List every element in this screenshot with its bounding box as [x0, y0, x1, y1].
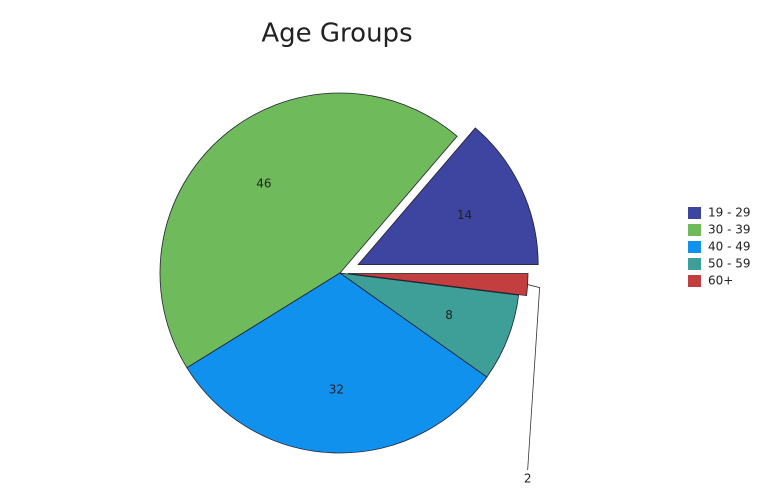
pie-slice [357, 127, 539, 266]
legend-swatch [688, 224, 701, 236]
legend-label: 30 - 39 [708, 223, 751, 237]
pie-slice [186, 272, 488, 454]
legend-label: 19 - 29 [708, 206, 751, 220]
legend-swatch [688, 258, 701, 270]
pie-slice [159, 92, 458, 369]
legend-swatch [688, 207, 701, 219]
legend-label: 50 - 59 [708, 257, 751, 271]
pie-slice [339, 272, 520, 378]
data-label: 46 [256, 177, 271, 191]
data-label: 8 [445, 308, 453, 322]
data-label: 14 [457, 208, 472, 222]
legend-swatch [688, 275, 701, 287]
legend-label: 40 - 49 [708, 240, 751, 254]
data-label: 2 [524, 472, 532, 486]
chart-title: Age Groups [261, 19, 412, 49]
legend-label: 60+ [708, 274, 733, 288]
data-label: 32 [329, 382, 344, 396]
leader-line [527, 284, 541, 471]
legend-swatch [688, 241, 701, 253]
